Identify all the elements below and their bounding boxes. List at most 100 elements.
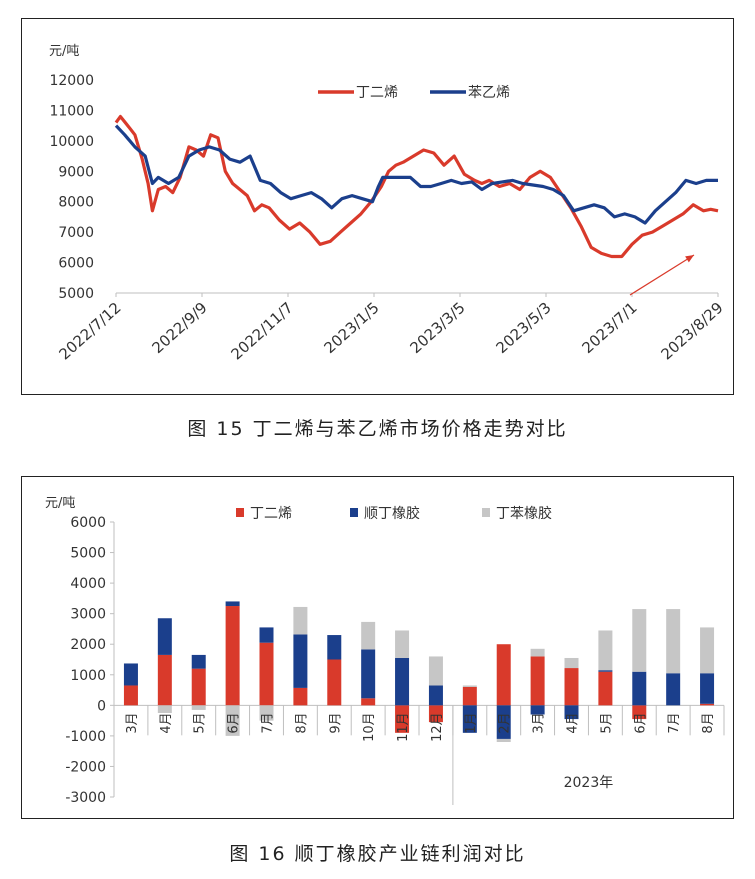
x-tick-label: 7月 [261,712,276,733]
y-tick-label: -3000 [65,790,106,806]
bar-segment-br [598,670,613,672]
y-tick-label: 12000 [49,73,94,89]
x-tick-label: 2023/8/29 [657,299,726,364]
bar-segment-sbr [225,705,240,736]
bar-segment-br [462,705,477,733]
x-tick-label: 11月 [396,712,411,742]
bar-segment-br [259,627,274,643]
bar-segment-butadiene [293,687,308,706]
y-tick-label: 10000 [49,134,94,150]
bar-segment-br [327,635,342,660]
bar-segment-sbr [564,657,579,669]
bar-segment-sbr [361,621,376,650]
y-tick-label: 8000 [58,195,94,211]
x-tick-label: 4月 [159,712,174,733]
figure-caption-15: 图 15 丁二烯与苯乙烯市场价格走势对比 [187,418,568,440]
bar-segment-sbr [462,685,477,687]
legend-label: 苯乙烯 [468,84,510,101]
x-tick-label: 9月 [328,712,343,733]
bar-segment-butadiene [225,606,240,706]
bar-segment-sbr [666,609,681,674]
bar-segment-butadiene [700,703,715,706]
bar-segment-sbr [598,630,613,671]
bar-segment-br [530,705,545,715]
x-tick-label: 2022/9/9 [149,299,211,357]
y-tick-label: 0 [97,698,106,714]
y-tick-label: 6000 [70,515,106,531]
bar-segment-sbr [496,738,511,742]
series-line-styrene [114,124,718,225]
x-tick-label: 7月 [667,712,682,733]
bar-segment-br [496,705,511,739]
bar-segment-sbr [700,627,715,674]
bar-segment-br [123,663,138,686]
x-tick-label: 2022/7/12 [55,299,124,364]
x-tick-label: 10月 [362,712,377,742]
trend-arrow-shaft [629,254,695,296]
bar-segment-butadiene [361,698,376,706]
bar-segment-butadiene [530,656,545,706]
bar-segment-butadiene [157,654,172,706]
bar-segment-butadiene [632,705,647,720]
bar-segment-sbr [395,630,410,658]
x-tick-label: 6月 [227,712,242,733]
legend: 丁二烯 顺丁橡胶 丁苯橡胶 [236,505,552,522]
profit-bar-chart: 元/吨 6000 5000 4000 3000 2000 1000 0 -1000 -2000 -… [45,496,725,806]
bar-segment-butadiene [395,705,410,733]
bar-segment-br [361,649,376,699]
legend-label: 丁苯橡胶 [496,505,552,522]
x-tick-label: 2月 [498,712,513,733]
y-tick-label: 4000 [70,576,106,592]
x-tick-label: 3月 [532,712,547,733]
x-tick-label: 2023/3/5 [407,299,469,357]
y-tick-label: 11000 [49,103,94,119]
legend-label: 顺丁橡胶 [364,505,420,522]
series-line-butadiene [114,114,719,259]
bar-segment-br [428,685,443,706]
legend-swatch [482,508,490,517]
bar-segment-br [564,705,579,720]
figure-caption-16: 图 16 顺丁橡胶产业链利润对比 [229,843,526,865]
bar-segment-br [395,657,410,706]
bar-segment-sbr [157,705,172,713]
bar-segment-br [157,618,172,655]
bar-segment-butadiene [327,659,342,706]
x-tick-label: 5月 [193,712,208,733]
x-tick-label: 6月 [633,712,648,733]
x-tick-label: 1月 [464,712,479,733]
x-tick-label: 2022/11/7 [227,299,296,364]
bar-segment-sbr [191,705,206,710]
bar-segment-sbr [259,705,274,721]
bar-segment-sbr [632,609,647,672]
bar-segment-butadiene [191,668,206,706]
y-tick-label: 6000 [58,256,94,272]
y-tick-label: -2000 [65,759,106,775]
legend-label: 丁二烯 [250,506,292,522]
y-tick-label: 7000 [58,225,94,241]
bar-segment-sbr [530,648,545,657]
profit-chart-panel: 元/吨 6000 5000 4000 3000 2000 1000 0 -1000 -2000 -… [21,476,734,819]
y-tick-label: 5000 [58,286,94,302]
bar-segment-sbr [428,656,443,686]
bar-segment-br [700,673,715,704]
y-tick-label: 2000 [70,637,106,653]
price-chart-panel: 元/吨 12000 11000 10000 9000 8000 7000 6000 5000 … [21,18,734,395]
bar-segment-butadiene [428,705,443,723]
legend-label: 丁二烯 [356,85,398,101]
bar-segment-butadiene [496,644,511,706]
bar-segment-br [225,601,240,607]
trend-arrow-icon [685,255,694,263]
y-tick-label: 1000 [70,668,106,684]
bar-segment-br [293,634,308,688]
y-unit-label: 元/吨 [45,496,75,511]
bar-segment-butadiene [259,642,274,706]
bar-segment-butadiene [462,687,477,706]
year-group-label: 2023年 [564,775,614,791]
y-unit-label: 元/吨 [49,44,79,59]
y-tick-label: 9000 [58,164,94,180]
bar-segment-butadiene [123,685,138,706]
x-tick-label: 12月 [430,712,445,742]
y-tick-label: 3000 [70,607,106,623]
legend-swatch [236,508,244,517]
bar-segment-br [632,671,647,706]
